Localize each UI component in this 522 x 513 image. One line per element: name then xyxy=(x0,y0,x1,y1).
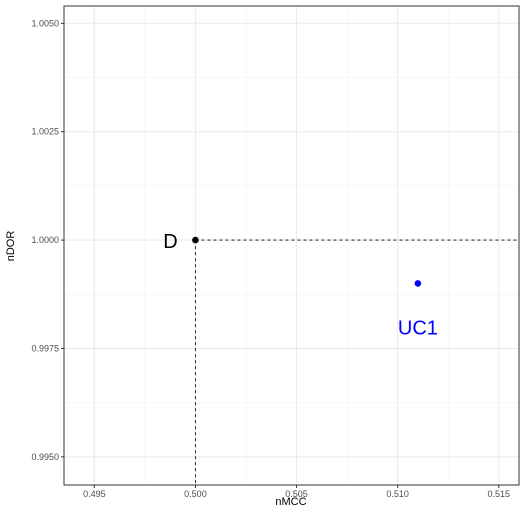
y-axis-title: nDOR xyxy=(5,231,17,262)
x-tick-label: 0.495 xyxy=(83,489,106,499)
y-tick-label: 1.0050 xyxy=(31,18,59,28)
y-tick-label: 0.9975 xyxy=(31,343,59,353)
y-tick-label: 1.0000 xyxy=(31,235,59,245)
data-points: D UC1 xyxy=(163,231,438,339)
reference-lines xyxy=(195,239,519,485)
grid-lines xyxy=(64,6,519,485)
x-tick-label: 0.500 xyxy=(184,489,207,499)
point-label-d: D xyxy=(163,231,177,253)
x-tick-label: 0.510 xyxy=(386,489,409,499)
x-tick-label: 0.505 xyxy=(285,489,308,499)
y-tick-label: 1.0025 xyxy=(31,127,59,137)
y-tick-label: 0.9950 xyxy=(31,452,59,462)
plot-panel xyxy=(63,5,520,486)
point-d xyxy=(192,236,199,244)
point-label-uc1: UC1 xyxy=(398,317,438,339)
point-uc1 xyxy=(414,280,422,287)
x-axis-ticks: 0.495 0.500 0.505 0.510 0.515 xyxy=(83,485,510,499)
y-axis-ticks: 0.9950 0.9975 1.0000 1.0025 1.0050 xyxy=(31,18,64,462)
x-axis-title: nMCC xyxy=(275,496,306,508)
x-tick-label: 0.515 xyxy=(488,489,511,499)
